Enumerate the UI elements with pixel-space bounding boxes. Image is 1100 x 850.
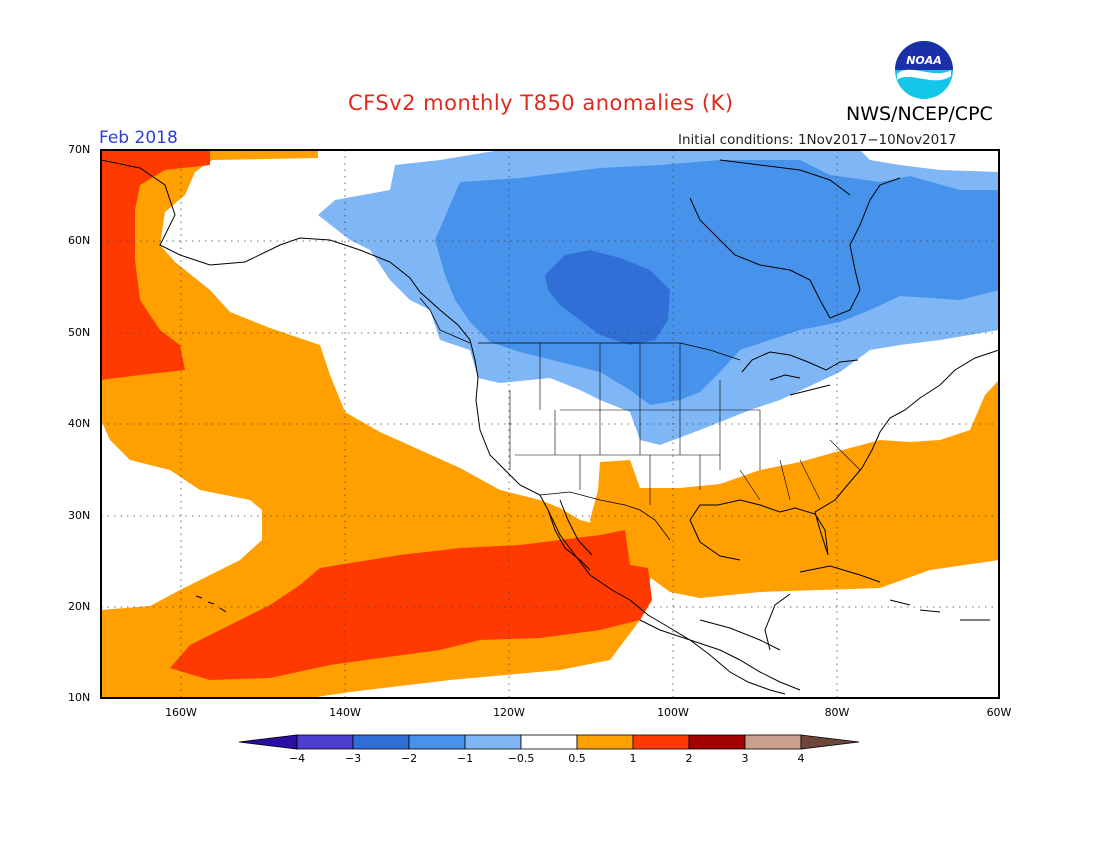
hawaii-islands <box>195 595 227 613</box>
coastline-hudson-bay <box>689 159 901 319</box>
colorbar-tick-label: 2 <box>685 752 693 765</box>
us-canada-border <box>419 297 741 361</box>
colorbar-cell <box>632 734 690 750</box>
chart-title: CFSv2 monthly T850 anomalies (K) <box>348 91 734 115</box>
colorbar-cell <box>352 734 410 750</box>
lat-label: 70N <box>68 143 91 156</box>
lon-label: 80W <box>824 706 850 719</box>
lon-label: 60W <box>986 706 1012 719</box>
colorbar-tick-label: −0.5 <box>507 752 535 765</box>
svg-text:NOAA: NOAA <box>906 54 942 67</box>
colorbar-tick-label: 1 <box>629 752 637 765</box>
coastline-central-america <box>639 619 801 691</box>
anomaly-region-blue <box>435 160 999 405</box>
colorbar-cell <box>296 734 354 750</box>
coastline-great-lakes <box>741 351 859 396</box>
colorbar-tick-label: 3 <box>741 752 749 765</box>
lat-label: 10N <box>68 691 91 704</box>
lon-label: 120W <box>493 706 525 719</box>
anomaly-region-red-north-pacific <box>101 150 210 380</box>
lat-label: 20N <box>68 600 91 613</box>
colorbar-cell <box>800 734 860 750</box>
us-mexico-border <box>539 491 671 541</box>
lat-label: 30N <box>68 509 91 522</box>
lon-label: 140W <box>329 706 361 719</box>
colorbar-cell <box>464 734 522 750</box>
colorbar-cell <box>576 734 634 750</box>
colorbar-tick-label: 4 <box>797 752 805 765</box>
anomaly-region-dark-blue <box>545 250 670 345</box>
valid-month-label: Feb 2018 <box>99 128 178 148</box>
graticule <box>101 150 999 698</box>
coastline-cuba-caribbean <box>799 565 990 621</box>
lon-label: 160W <box>165 706 197 719</box>
agency-label: NWS/NCEP/CPC <box>846 103 993 125</box>
anomaly-region-orange-east <box>590 380 999 598</box>
colorbar-cell <box>408 734 466 750</box>
lat-label: 50N <box>68 326 91 339</box>
colorbar-cell <box>744 734 802 750</box>
colorbar-tick-label: −2 <box>400 752 418 765</box>
noaa-logo: NOAA <box>895 41 953 99</box>
colorbar-tick-label: 0.5 <box>568 752 586 765</box>
colorbar-cell <box>238 734 298 750</box>
us-state-lines <box>509 343 861 505</box>
colorbar-cell <box>688 734 746 750</box>
colorbar-tick-label: −4 <box>288 752 306 765</box>
colorbar-tick-label: −3 <box>344 752 362 765</box>
lon-label: 100W <box>657 706 689 719</box>
coastline-north-america <box>101 159 999 695</box>
colorbar-cell <box>520 734 578 750</box>
anomaly-region-red-subtropical <box>170 530 652 680</box>
lat-label: 40N <box>68 417 91 430</box>
map-frame <box>100 149 1000 699</box>
initial-conditions-label: Initial conditions: 1Nov2017−10Nov2017 <box>678 132 957 148</box>
colorbar-tick-label: −1 <box>456 752 474 765</box>
lat-label: 60N <box>68 234 91 247</box>
coastline-baja-mexico <box>547 499 593 571</box>
